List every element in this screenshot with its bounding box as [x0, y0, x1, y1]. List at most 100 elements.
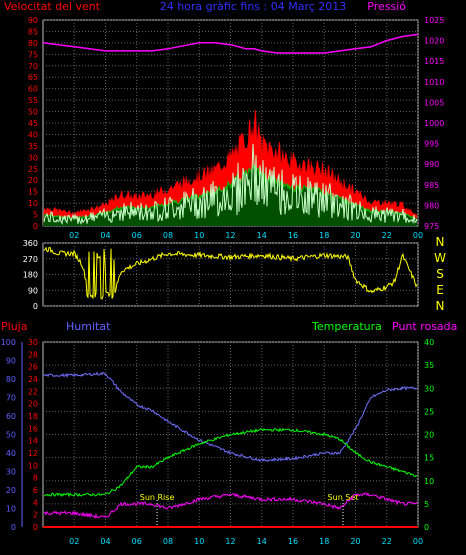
temp-tick-label: 40 — [424, 338, 434, 347]
left-tick-label: 70 — [28, 62, 38, 71]
humidity-tick-label: 100 — [1, 338, 16, 347]
compass-label: N — [436, 299, 445, 313]
temp-tick-label: 15 — [424, 454, 434, 463]
x-tick-label: 04 — [100, 231, 110, 240]
left-tick-label: 80 — [28, 39, 38, 48]
x-tick-label: 18 — [319, 537, 329, 546]
left-tick-label: 60 — [28, 85, 38, 94]
compass-label: W — [434, 251, 446, 265]
right-tick-label: 1015 — [424, 57, 444, 66]
left-tick-label: 25 — [28, 165, 38, 174]
x-tick-label: 08 — [163, 537, 173, 546]
x-tick-label: 20 — [350, 231, 360, 240]
pressure-line — [42, 33, 419, 54]
left-tick-label: 35 — [28, 142, 38, 151]
right-tick-label: 985 — [424, 181, 439, 190]
left-tick-label: 15 — [28, 188, 38, 197]
left-tick-label: 360 — [23, 239, 38, 248]
rain-tick-label: 8 — [33, 474, 38, 483]
humidity-line — [43, 371, 418, 463]
compass-label: S — [436, 267, 444, 281]
x-tick-label: 04 — [100, 537, 110, 546]
right-tick-label: 980 — [424, 201, 439, 210]
temperature-humidity-panel: 0510152025303540010203040506070809010002… — [1, 338, 434, 546]
x-tick-label: 08 — [163, 231, 173, 240]
humidity-tick-label: 50 — [6, 431, 16, 440]
x-tick-label: 16 — [288, 537, 298, 546]
x-tick-label: 16 — [288, 231, 298, 240]
left-tick-label: 180 — [23, 271, 38, 280]
left-tick-label: 5 — [33, 211, 38, 220]
left-tick-label: 50 — [28, 108, 38, 117]
rain-tick-label: 14 — [28, 437, 38, 446]
humidity-tick-label: 70 — [6, 394, 16, 403]
rain-tick-label: 12 — [28, 449, 38, 458]
left-tick-label: 45 — [28, 119, 38, 128]
left-tick-label: 40 — [28, 130, 38, 139]
left-tick-label: 20 — [28, 176, 38, 185]
rain-tick-label: 30 — [28, 338, 38, 347]
x-tick-label: 10 — [194, 231, 204, 240]
humidity-tick-label: 60 — [6, 412, 16, 421]
wind-speed-label: Velocitat del vent — [4, 0, 101, 13]
left-tick-label: 90 — [28, 16, 38, 25]
left-tick-label: 75 — [28, 50, 38, 59]
rain-tick-label: 18 — [28, 412, 38, 421]
x-tick-label: 06 — [132, 231, 142, 240]
left-tick-label: 30 — [28, 153, 38, 162]
humidity-tick-label: 30 — [6, 468, 16, 477]
sun-set-label: Sun Set — [328, 493, 359, 502]
right-tick-label: 990 — [424, 160, 439, 169]
wind-direction-line — [43, 246, 418, 300]
left-tick-label: 90 — [28, 286, 38, 295]
temp-tick-label: 25 — [424, 407, 434, 416]
x-tick-label: 12 — [225, 537, 235, 546]
temp-tick-label: 0 — [424, 523, 429, 532]
humidity-tick-label: 0 — [11, 523, 16, 532]
right-tick-label: 1025 — [424, 16, 444, 25]
humidity-tick-label: 90 — [6, 357, 16, 366]
x-tick-label: 10 — [194, 537, 204, 546]
compass-label: N — [436, 235, 445, 249]
x-tick-label: 00 — [413, 231, 423, 240]
left-tick-label: 0 — [33, 222, 38, 231]
rain-tick-label: 26 — [28, 363, 38, 372]
rain-tick-label: 16 — [28, 424, 38, 433]
x-tick-label: 18 — [319, 231, 329, 240]
temp-tick-label: 30 — [424, 384, 434, 393]
dewpoint-label: Punt rosada — [392, 320, 457, 333]
left-tick-label: 0 — [33, 302, 38, 311]
x-tick-label: 02 — [69, 537, 79, 546]
rain-tick-label: 20 — [28, 400, 38, 409]
rain-tick-label: 2 — [33, 511, 38, 520]
rain-tick-label: 22 — [28, 387, 38, 396]
humidity-label: Humitat — [66, 320, 111, 333]
chart-title: 24 hora gràfic fins : 04 Març 2013 — [160, 0, 347, 13]
humidity-tick-label: 80 — [6, 375, 16, 384]
x-tick-label: 12 — [225, 231, 235, 240]
wind-pressure-panel: 0510152025303540455055606570758085909759… — [28, 16, 445, 240]
compass-label: E — [436, 283, 444, 297]
left-tick-label: 85 — [28, 27, 38, 36]
left-tick-label: 10 — [28, 199, 38, 208]
x-tick-label: 06 — [132, 537, 142, 546]
x-tick-label: 20 — [350, 537, 360, 546]
rain-tick-label: 28 — [28, 350, 38, 359]
x-tick-label: 14 — [257, 231, 267, 240]
rain-tick-label: 0 — [33, 523, 38, 532]
temp-tick-label: 35 — [424, 361, 434, 370]
right-tick-label: 995 — [424, 140, 439, 149]
right-tick-label: 1005 — [424, 98, 444, 107]
left-tick-label: 55 — [28, 96, 38, 105]
x-tick-label: 22 — [382, 537, 392, 546]
temperature-label: Temperatura — [311, 320, 382, 333]
temp-tick-label: 10 — [424, 477, 434, 486]
pressure-label: Pressió — [367, 0, 406, 13]
temp-tick-label: 20 — [424, 431, 434, 440]
right-tick-label: 975 — [424, 222, 439, 231]
humidity-tick-label: 10 — [6, 505, 16, 514]
right-tick-label: 1010 — [424, 78, 444, 87]
rain-tick-label: 24 — [28, 375, 38, 384]
rain-label: Pluja — [1, 320, 27, 333]
